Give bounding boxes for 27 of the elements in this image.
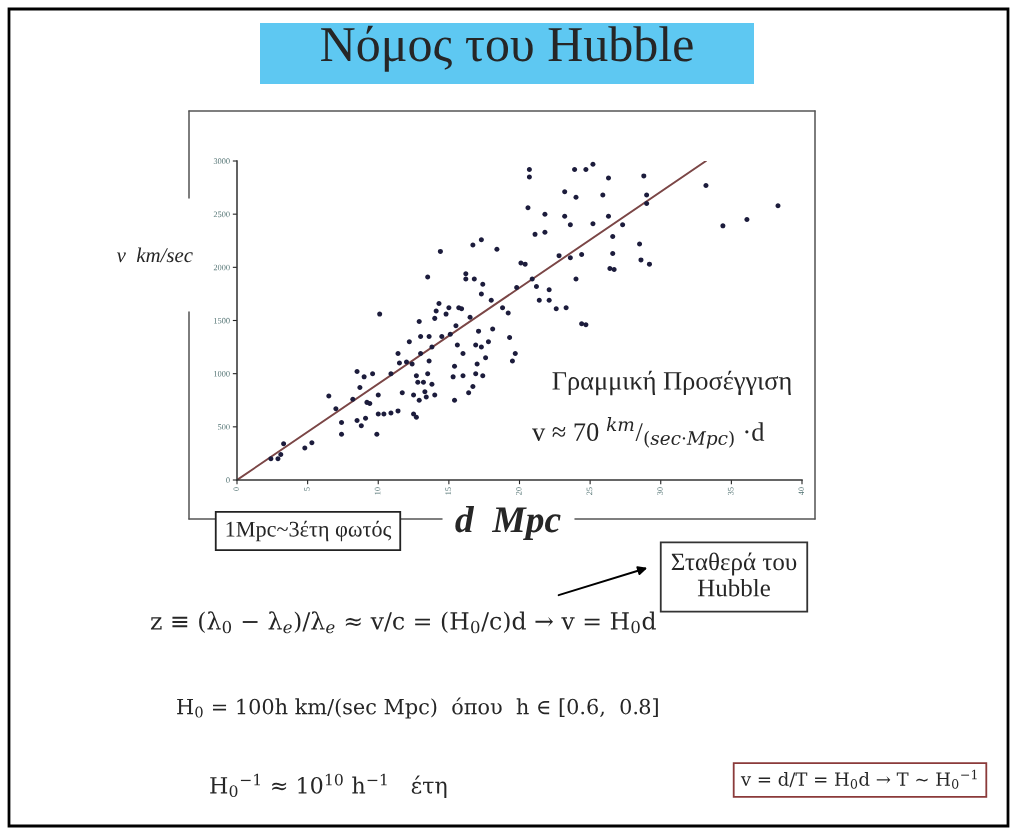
text: v = d/T = H$_{0}$d → T ~ H$_{0}$$^{−1}$ xyxy=(740,769,977,789)
x-tick-label: 20 xyxy=(515,487,522,495)
x-tick-label: 25 xyxy=(586,487,593,495)
x-tick-label: 10 xyxy=(374,487,381,495)
annotation: v ≈ 70 $^{km}$/$_{(sec·Mpc)}$ ·d xyxy=(532,417,765,449)
y-tick-label: 0 xyxy=(226,477,230,483)
y-tick-label: 3000 xyxy=(213,158,230,164)
text: Σταθερά του Hubble xyxy=(671,552,797,597)
text: H$_{0}$ = 100h km/(sec Mpc) όπου h ∈ [0.6, 0.8] xyxy=(177,697,658,719)
y-axis-title: v km/sec xyxy=(116,247,193,263)
annotation: Γραμμική Προσέγγιση xyxy=(552,370,791,396)
x-tick-label: 15 xyxy=(445,487,451,495)
x-tick-label: 30 xyxy=(657,487,663,495)
x-tick-label: 35 xyxy=(727,487,734,495)
y-tick-label: 2000 xyxy=(213,264,230,271)
x-tick-label: 40 xyxy=(798,487,805,496)
x-tick-label: 5 xyxy=(304,487,310,491)
y-tick-label: 500 xyxy=(218,424,230,430)
y-tick-label: 1500 xyxy=(214,317,230,324)
chart-title: Νόμος του Hubble xyxy=(321,25,693,72)
x-tick-label: 0 xyxy=(233,487,240,491)
y-tick-label: 1000 xyxy=(214,371,230,377)
text: H$_{0}$$^{−1}$ ≈ 10$^{10}$ h$^{−1}$ έτη xyxy=(210,773,447,799)
x-axis-title: d Mpc xyxy=(455,506,561,540)
text: 1Mpc~3έτη φωτός xyxy=(226,520,392,542)
y-tick-label: 2500 xyxy=(213,211,230,218)
text: z ≡ (λ$_{0}$ − λ$_{e}$)/λ$_{e}$ ≈ v/c = (H$_{0}$/c)d → v = H$_{0}$d xyxy=(150,611,656,634)
